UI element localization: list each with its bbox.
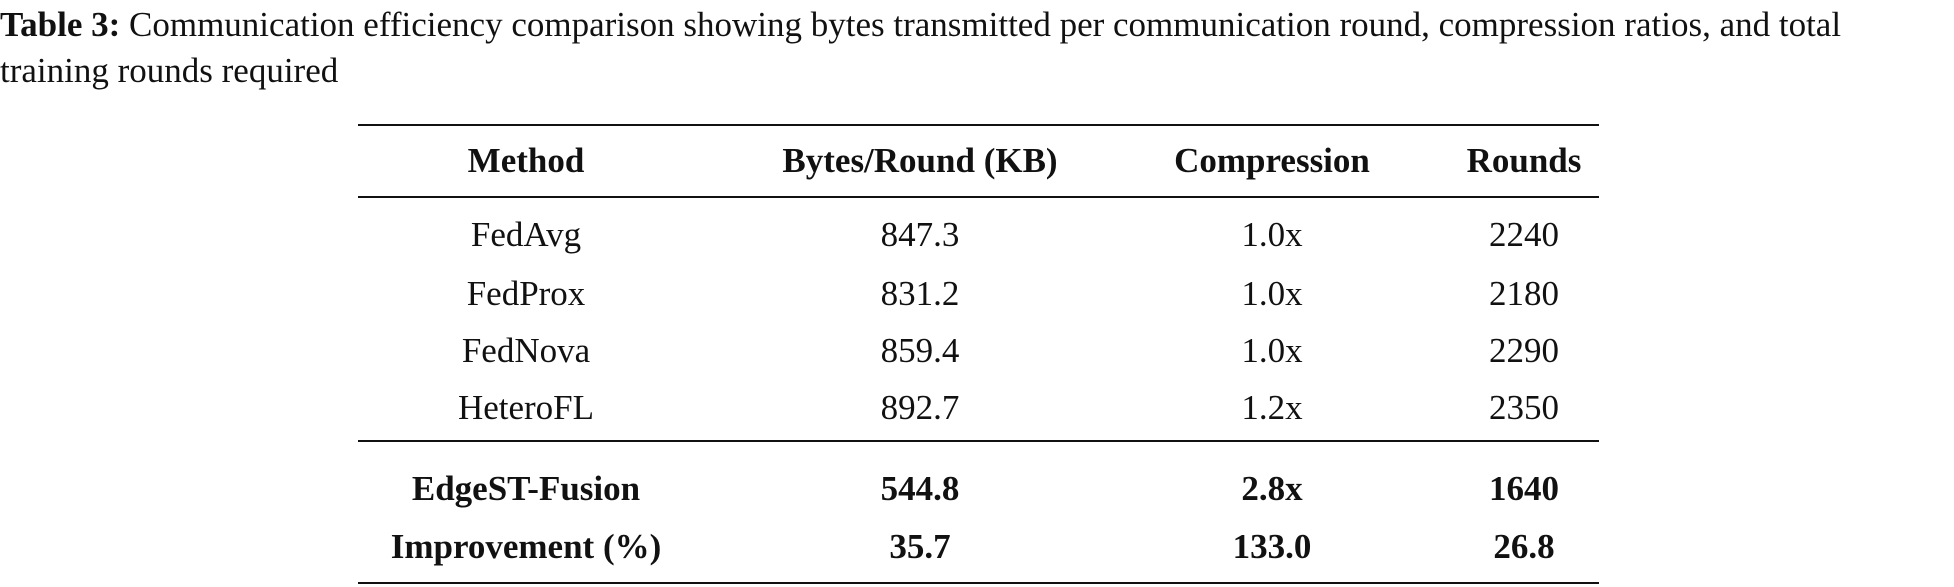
cell: 1.0x: [1241, 215, 1303, 254]
cell: FedProx: [467, 274, 586, 313]
cell: 892.7: [881, 388, 960, 427]
header-cell: Method: [468, 141, 585, 180]
cell: 859.4: [881, 331, 960, 370]
caption-text: Communication efficiency comparison show…: [0, 5, 1842, 90]
cell: FedNova: [462, 331, 591, 370]
cell: 1.2x: [1241, 388, 1303, 427]
caption: Table 3: Communication efficiency compar…: [0, 2, 1954, 94]
bold-cell: Improvement (%): [391, 527, 662, 566]
bold-cell: 133.0: [1233, 527, 1312, 566]
bold-cell: 1640: [1489, 469, 1559, 508]
cell: 1.0x: [1241, 331, 1303, 370]
caption-label: Table 3:: [0, 5, 121, 44]
header-cell: Rounds: [1467, 141, 1582, 180]
cell: 847.3: [881, 215, 960, 254]
header-cell: Bytes/Round (KB): [782, 141, 1057, 180]
cell: 2180: [1489, 274, 1559, 313]
bold-cell: 2.8x: [1241, 469, 1303, 508]
bold-cell: EdgeST-Fusion: [412, 469, 640, 508]
cell: 1.0x: [1241, 274, 1303, 313]
cell: HeteroFL: [458, 388, 594, 427]
bold-cell: 26.8: [1493, 527, 1554, 566]
bold-cell: 544.8: [881, 469, 960, 508]
bold-cell: 35.7: [889, 527, 950, 566]
cell: FedAvg: [471, 215, 581, 254]
cell: 2350: [1489, 388, 1559, 427]
cell: 2240: [1489, 215, 1559, 254]
header-cell: Compression: [1174, 141, 1370, 180]
cell: 2290: [1489, 331, 1559, 370]
cell: 831.2: [881, 274, 960, 313]
